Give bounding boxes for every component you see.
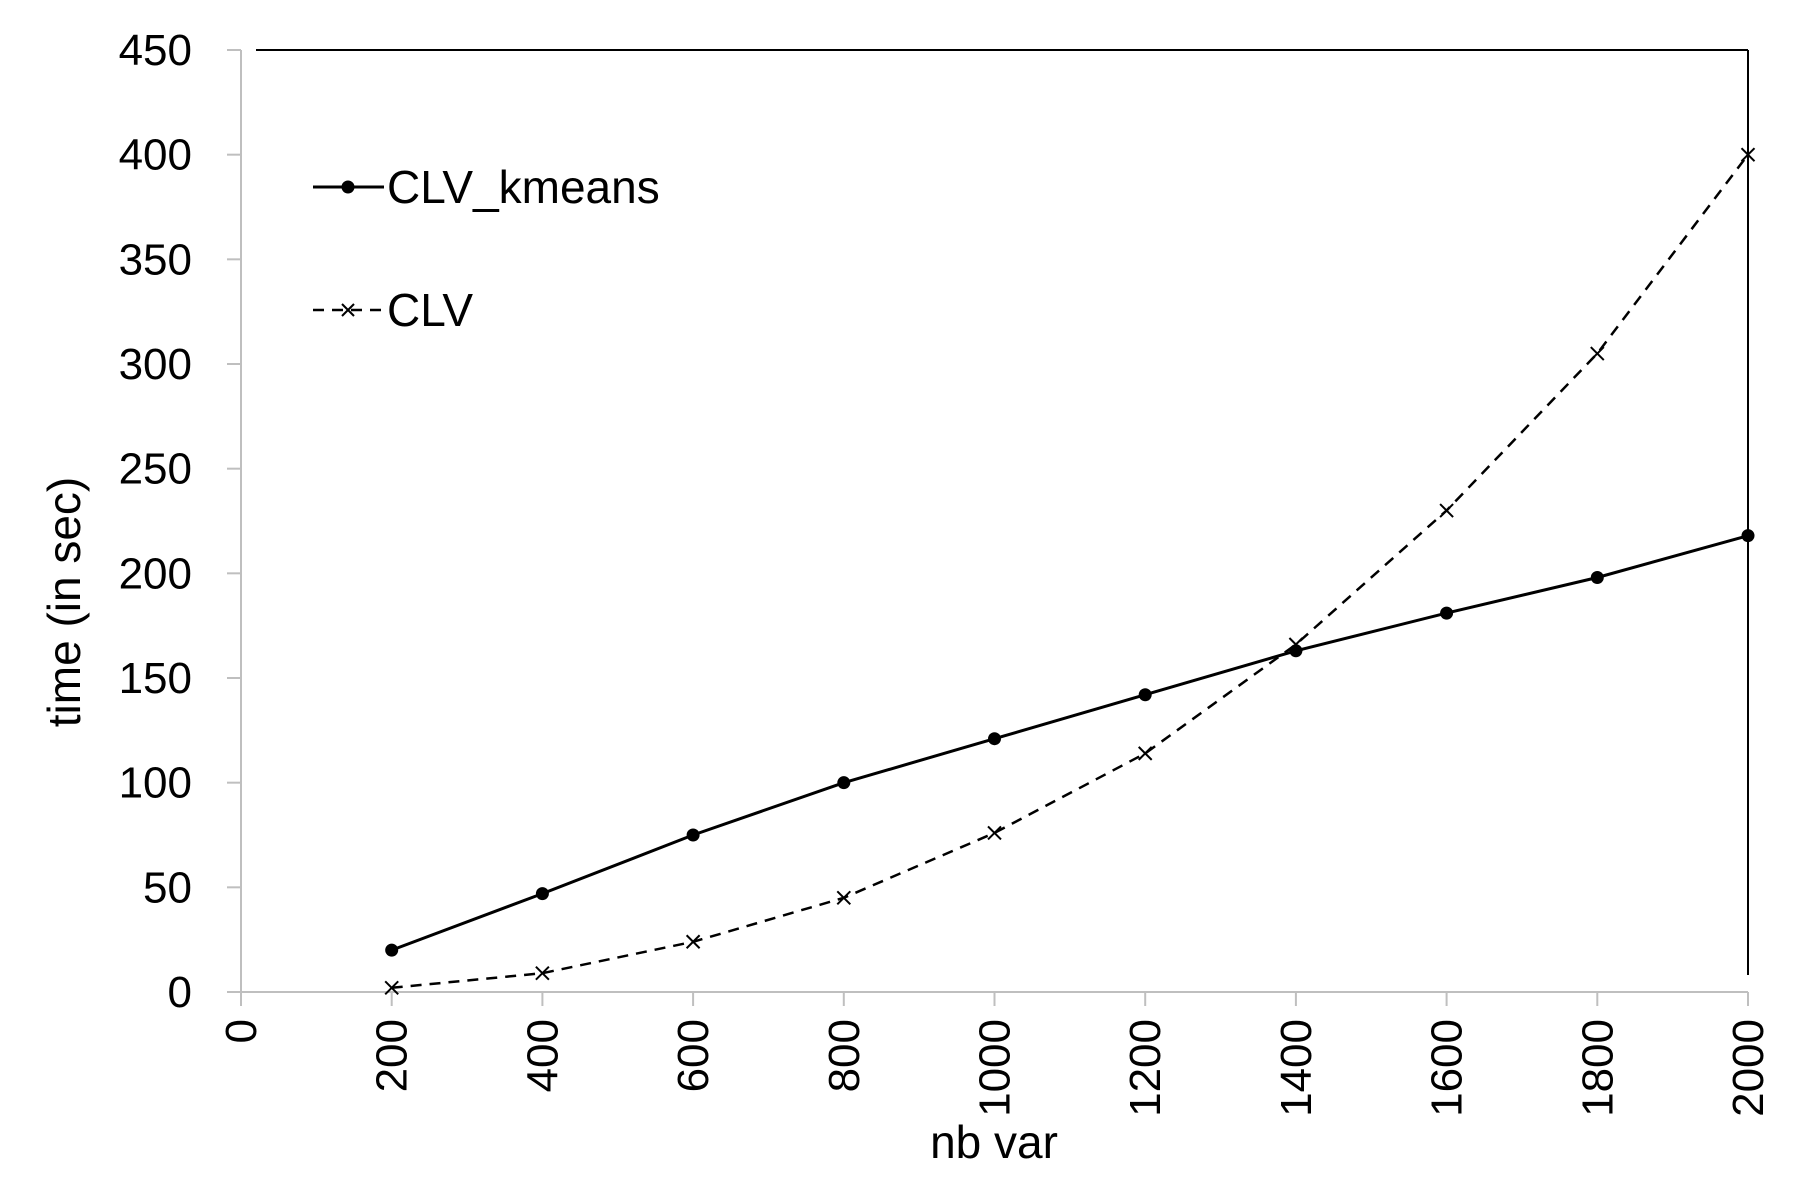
legend-label-CLV_kmeans: CLV_kmeans bbox=[387, 161, 660, 213]
data-point-CLV_kmeans bbox=[535, 887, 549, 901]
data-point-CLV bbox=[1439, 503, 1454, 518]
x-marker-stroke bbox=[1740, 147, 1756, 162]
x-tick-label: 600 bbox=[669, 1019, 718, 1092]
data-point-CLV bbox=[1288, 637, 1304, 652]
x-marker-stroke bbox=[1137, 746, 1153, 761]
y-tick-label: 200 bbox=[119, 549, 192, 598]
data-point-CLV_kmeans bbox=[686, 828, 700, 842]
y-tick-label: 300 bbox=[119, 340, 192, 389]
data-point-CLV bbox=[535, 965, 550, 981]
x-marker-stroke bbox=[1288, 637, 1304, 652]
x-axis: 0 200 400 600 800 1000 1200 1400 1600 1800 2000 bbox=[217, 992, 1773, 1117]
data-point-CLV bbox=[685, 934, 701, 949]
x-tick-label: 1200 bbox=[1121, 1019, 1170, 1117]
series-CLV bbox=[384, 147, 1756, 996]
x-tick-label: 2000 bbox=[1724, 1019, 1773, 1117]
series-line-CLV bbox=[391, 153, 1749, 990]
y-axis-title: time (in sec) bbox=[38, 477, 90, 727]
x-tick-label: 1400 bbox=[1272, 1019, 1321, 1117]
x-tick-label: 400 bbox=[518, 1019, 567, 1092]
data-point-CLV bbox=[987, 825, 1002, 841]
y-tick-label: 150 bbox=[119, 654, 192, 703]
y-axis: 0 50 100 150 200 250 300 350 400 450 bbox=[119, 26, 241, 1017]
y-tick-label: 400 bbox=[119, 131, 192, 180]
series-layer bbox=[384, 147, 1756, 996]
x-marker-stroke bbox=[1439, 503, 1454, 518]
y-tick-label: 450 bbox=[119, 26, 192, 75]
data-point-CLV bbox=[1740, 147, 1756, 162]
data-point-CLV_kmeans bbox=[837, 776, 851, 790]
y-tick-label: 100 bbox=[119, 759, 192, 808]
x-marker-stroke bbox=[685, 934, 701, 949]
data-point-CLV_kmeans bbox=[988, 732, 1001, 746]
legend-item-CLV_kmeans: CLV_kmeans bbox=[313, 161, 660, 213]
x-axis-title: nb var bbox=[930, 1116, 1058, 1168]
x-marker-stroke bbox=[1590, 346, 1605, 361]
x-marker-stroke bbox=[535, 965, 550, 981]
data-point-CLV_kmeans bbox=[385, 943, 399, 957]
y-tick-label: 250 bbox=[119, 445, 192, 494]
y-tick-label: 0 bbox=[168, 968, 192, 1017]
x-marker-stroke bbox=[987, 825, 1002, 841]
x-tick-label: 1800 bbox=[1573, 1019, 1622, 1117]
data-point-CLV_kmeans bbox=[1741, 529, 1755, 543]
x-tick-label: 1600 bbox=[1423, 1019, 1472, 1117]
legend-label-CLV: CLV bbox=[387, 284, 473, 336]
data-point-CLV bbox=[836, 890, 852, 906]
data-point-CLV_kmeans bbox=[1289, 644, 1303, 658]
x-tick-label: 200 bbox=[368, 1019, 417, 1092]
x-marker-stroke bbox=[341, 303, 355, 317]
legend-marker-CLV bbox=[341, 303, 355, 317]
series-line-CLV_kmeans bbox=[391, 534, 1749, 952]
data-point-CLV bbox=[1590, 346, 1605, 361]
x-marker-stroke bbox=[836, 890, 852, 906]
data-point-CLV_kmeans bbox=[1440, 606, 1454, 620]
y-tick-label: 50 bbox=[143, 863, 192, 912]
data-point-CLV_kmeans bbox=[1138, 688, 1152, 702]
data-point-CLV bbox=[1137, 746, 1153, 761]
legend-marker-CLV_kmeans bbox=[341, 180, 355, 194]
data-point-CLV bbox=[384, 980, 399, 996]
y-tick-label: 350 bbox=[119, 235, 192, 284]
legend: CLV_kmeans CLV bbox=[313, 161, 660, 336]
legend-item-CLV: CLV bbox=[313, 284, 473, 336]
x-marker-stroke bbox=[384, 980, 399, 996]
x-tick-label: 0 bbox=[217, 1019, 266, 1043]
x-tick-label: 1000 bbox=[971, 1019, 1020, 1117]
x-tick-label: 800 bbox=[820, 1019, 869, 1092]
data-point-CLV_kmeans bbox=[1590, 571, 1604, 585]
